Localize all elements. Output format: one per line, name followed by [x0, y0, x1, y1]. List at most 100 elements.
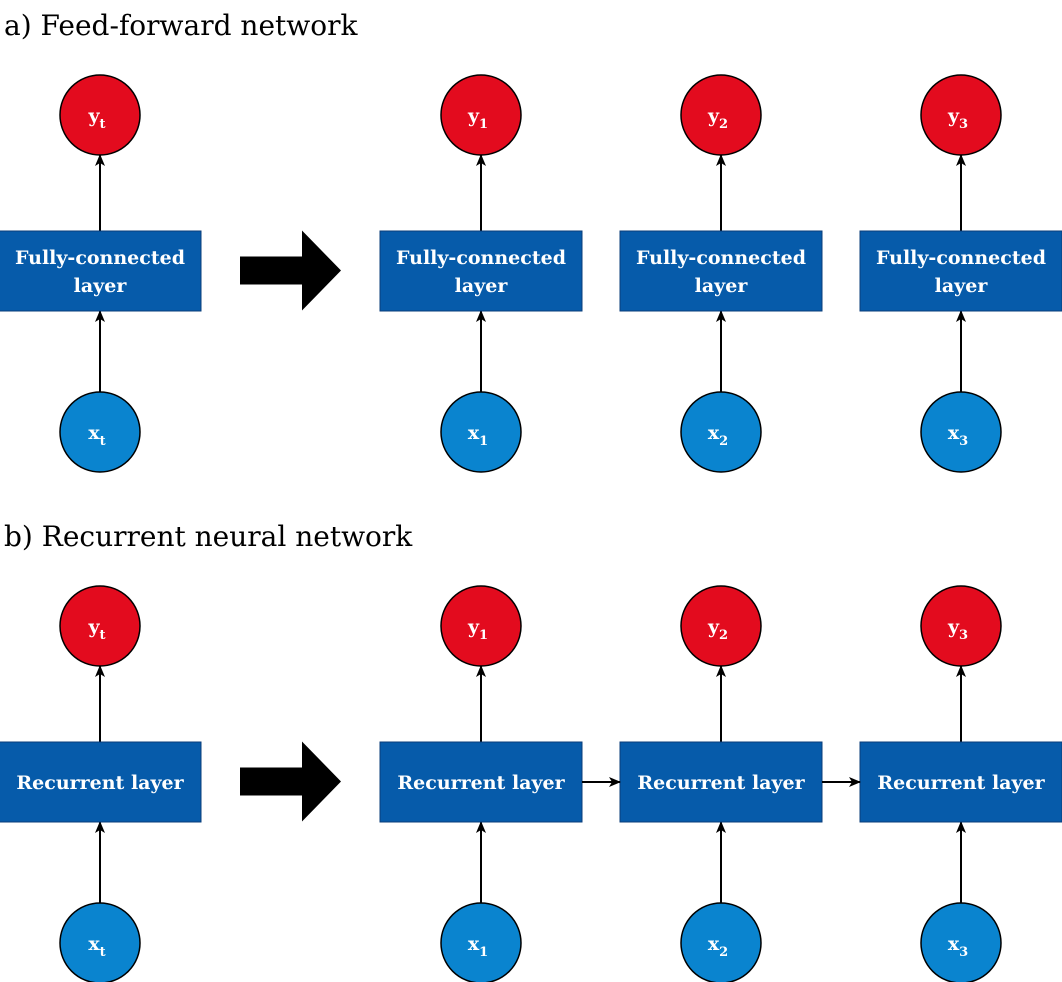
section-b-step-1-layer-box: Recurrent layer: [379, 741, 583, 823]
section-b-step-1-layer-box-rect: [379, 741, 583, 823]
section-a-compact-input-node-label-subscript: t: [100, 434, 106, 449]
section-a-step-2-input-node-label: x2: [708, 422, 728, 449]
section-a-compact-layer-box-label-line-2: layer: [74, 275, 128, 297]
section-a-step-3-input-node: x3: [920, 391, 1002, 473]
section-b-compact-input-node-label-subscript: t: [100, 945, 106, 960]
section-a-step-2-layer-box-rect: [619, 230, 823, 312]
section-b-compact-output-node-label-base: y: [87, 616, 100, 638]
section-b-step-3-input-node-label: x3: [948, 933, 968, 960]
section-a-step-3-input-node-circle: [920, 391, 1002, 473]
section-a-step-2-output-node-label-subscript: 2: [719, 117, 728, 132]
section-b-step-1-output-node-label-base: y: [467, 616, 480, 638]
section-b-step-1-input-node-circle: [440, 902, 522, 982]
section-b-step-3-input-node-label-subscript: 3: [959, 945, 968, 960]
section-a-step-2-output-node: y2: [680, 74, 762, 156]
section-a-step-1-output-node-circle: [440, 74, 522, 156]
section-a-step-3-layer-box-label-line-1: Fully-connected: [876, 247, 1046, 269]
section-a-step-2-input-node: x2: [680, 391, 762, 473]
section-b-step-3-layer-box: Recurrent layer: [859, 741, 1062, 823]
section-b-step-1-input-node-label-base: x: [468, 933, 480, 955]
section-a-compact-output-node-label: yt: [87, 105, 105, 132]
section-a-step-3-layer-box-label-line-2: layer: [935, 275, 989, 297]
section-a-compact-layer-box-rect: [0, 230, 202, 312]
section-b-step-2-output-node-label-base: y: [707, 616, 720, 638]
section-a-step-2-output-node-label: y2: [707, 105, 728, 132]
section-a-step-1-input-node-label-base: x: [468, 422, 480, 444]
section-a-step-1-output-node-label-subscript: 1: [479, 117, 488, 132]
section-b-step-3-output-node-label-base: y: [947, 616, 960, 638]
section-a-step-3-output-node-label-subscript: 3: [959, 117, 968, 132]
section-b-step-3-input-node-label-base: x: [948, 933, 960, 955]
section-a-step-2-input-node-circle: [680, 391, 762, 473]
section-b-step-3-output-node-label: y3: [947, 616, 968, 643]
section-b-compact-input-node-circle: [59, 902, 141, 982]
section-a-step-1-layer-box: Fully-connected layer: [379, 230, 583, 312]
section-a-step-1-layer-box-rect: [379, 230, 583, 312]
section-a-step-1-input-node: x1: [440, 391, 522, 473]
section-a-step-3-input-node-label-subscript: 3: [959, 434, 968, 449]
section-b-step-3-input-node: x3: [920, 902, 1002, 982]
section-a-step-1-input-node-label: x1: [468, 422, 488, 449]
section-a-compact-layer-box-label-line-1: Fully-connected: [15, 247, 185, 269]
thick-right-arrow-icon: [240, 230, 341, 311]
section-b-compact-output-node: yt: [59, 585, 141, 667]
section-a-title: a) Feed-forward network: [4, 9, 358, 42]
section-a-step-3-input-node-label: x3: [948, 422, 968, 449]
section-a-step-1-input-node-circle: [440, 391, 522, 473]
section-a-step-2-input-node-label-base: x: [708, 422, 720, 444]
section-b-step-1-output-node-label: y1: [467, 616, 488, 643]
section-a-step-2-output-node-circle: [680, 74, 762, 156]
section-b-step-3-output-node-label-subscript: 3: [959, 628, 968, 643]
section-a-step-3-layer-box-rect: [859, 230, 1062, 312]
section-b-compact-input-node-label: xt: [88, 933, 105, 960]
section-b-step-1-input-node-label-subscript: 1: [479, 945, 488, 960]
section-b-step-2-input-node-label-subscript: 2: [719, 945, 728, 960]
section-b-compact-input-node: xt: [59, 902, 141, 982]
section-a-compact-input-node-circle: [59, 391, 141, 473]
section-a-step-1-output-node-label-base: y: [467, 105, 480, 127]
section-b-step-1-output-node-label-subscript: 1: [479, 628, 488, 643]
section-a-step-2-input-node-label-subscript: 2: [719, 434, 728, 449]
section-b-step-1-output-node-circle: [440, 585, 522, 667]
section-b-step-3-output-node-circle: [920, 585, 1002, 667]
section-a-step-1-output-node-label: y1: [467, 105, 488, 132]
section-b-step-2-input-node-label-base: x: [708, 933, 720, 955]
section-b-step-2-layer-box-label-line-1: Recurrent layer: [637, 772, 805, 794]
section-b-step-1-layer-box-label-line-1: Recurrent layer: [397, 772, 565, 794]
thick-right-arrow-icon: [240, 741, 341, 822]
section-b-step-2-output-node-circle: [680, 585, 762, 667]
section-b-step-1-input-node: x1: [440, 902, 522, 982]
section-a-step-2-output-node-label-base: y: [707, 105, 720, 127]
section-b-compact-input-node-label-base: x: [88, 933, 100, 955]
section-b-step-1-output-node: y1: [440, 585, 522, 667]
section-a-step-2-layer-box-label-line-1: Fully-connected: [636, 247, 806, 269]
section-a-compact-output-node-circle: [59, 74, 141, 156]
section-a-compact-input-node-label-base: x: [88, 422, 100, 444]
section-b-step-2-output-node-label: y2: [707, 616, 728, 643]
section-b-step-3-layer-box-rect: [859, 741, 1062, 823]
section-a-step-3-output-node-label-base: y: [947, 105, 960, 127]
section-a-step-3-input-node-label-base: x: [948, 422, 960, 444]
section-b-compact-output-node-label: yt: [87, 616, 105, 643]
section-a-compact-layer-box: Fully-connected layer: [0, 230, 202, 312]
section-b-step-2-output-node-label-subscript: 2: [719, 628, 728, 643]
section-a-step-2-layer-box: Fully-connected layer: [619, 230, 823, 312]
section-a-compact-output-node: yt: [59, 74, 141, 156]
section-a-compact-input-node-label: xt: [88, 422, 105, 449]
section-a-step-1-output-node: y1: [440, 74, 522, 156]
section-a-step-3-output-node: y3: [920, 74, 1002, 156]
section-b-title: b) Recurrent neural network: [4, 520, 413, 553]
section-b-compact-output-node-circle: [59, 585, 141, 667]
section-a-compact-output-node-label-subscript: t: [100, 117, 106, 132]
section-a-step-1-layer-box-label-line-2: layer: [455, 275, 509, 297]
section-b-step-2-input-node-label: x2: [708, 933, 728, 960]
section-a-step-3-output-node-label: y3: [947, 105, 968, 132]
section-a-compact-output-node-label-base: y: [87, 105, 100, 127]
section-b-compact-layer-box: Recurrent layer: [0, 741, 202, 823]
section-b-step-2-layer-box-rect: [619, 741, 823, 823]
section-a-step-3-layer-box: Fully-connected layer: [859, 230, 1062, 312]
section-b-step-3-output-node: y3: [920, 585, 1002, 667]
section-a-step-1-input-node-label-subscript: 1: [479, 434, 488, 449]
section-b-step-2-input-node-circle: [680, 902, 762, 982]
